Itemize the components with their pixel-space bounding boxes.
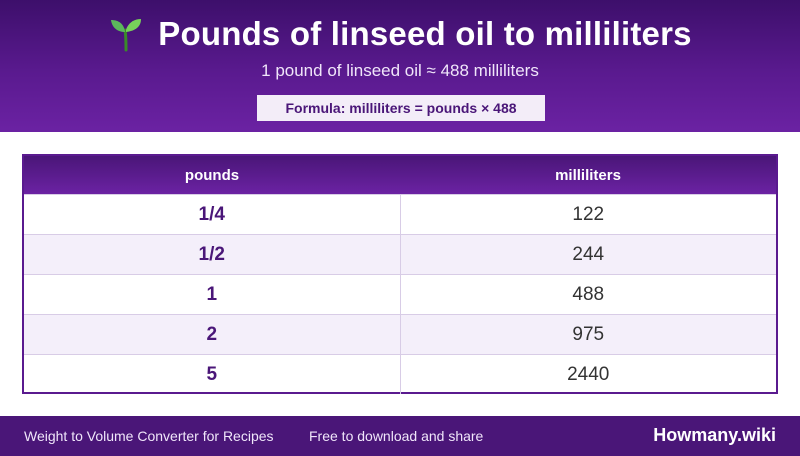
page-subtitle: 1 pound of linseed oil ≈ 488 milliliters: [0, 61, 800, 81]
footer-brand-link[interactable]: Howmany.wiki: [653, 425, 776, 446]
column-header-milliliters: milliliters: [400, 156, 776, 194]
pounds-cell: 2: [24, 315, 401, 354]
footer-bar: Weight to Volume Converter for Recipes F…: [0, 416, 800, 456]
pounds-cell: 5: [24, 355, 401, 394]
sprout-icon: [108, 16, 144, 52]
pounds-cell: 1/2: [24, 235, 401, 274]
formula-box: Formula: milliliters = pounds × 488: [257, 95, 545, 121]
table-row: 5 2440: [24, 354, 776, 394]
table-row: 2 975: [24, 314, 776, 354]
milliliters-cell: 488: [401, 275, 777, 314]
title-row: Pounds of linseed oil to milliliters: [0, 12, 800, 56]
page-title: Pounds of linseed oil to milliliters: [158, 15, 691, 53]
column-header-pounds: pounds: [24, 156, 400, 194]
table-row: 1/4 122: [24, 194, 776, 234]
header-banner: Pounds of linseed oil to milliliters 1 p…: [0, 0, 800, 132]
footer-note: Free to download and share: [309, 428, 483, 444]
table-header: pounds milliliters: [24, 156, 776, 194]
milliliters-cell: 122: [401, 195, 777, 234]
footer-converter-link[interactable]: Weight to Volume Converter for Recipes: [24, 428, 274, 444]
milliliters-cell: 244: [401, 235, 777, 274]
milliliters-cell: 2440: [401, 355, 777, 394]
formula-text: Formula: milliliters = pounds × 488: [285, 100, 516, 116]
pounds-cell: 1/4: [24, 195, 401, 234]
pounds-cell: 1: [24, 275, 401, 314]
table-row: 1/2 244: [24, 234, 776, 274]
table-row: 1 488: [24, 274, 776, 314]
conversion-table: pounds milliliters 1/4 122 1/2 244 1 488…: [22, 154, 778, 394]
milliliters-cell: 975: [401, 315, 777, 354]
